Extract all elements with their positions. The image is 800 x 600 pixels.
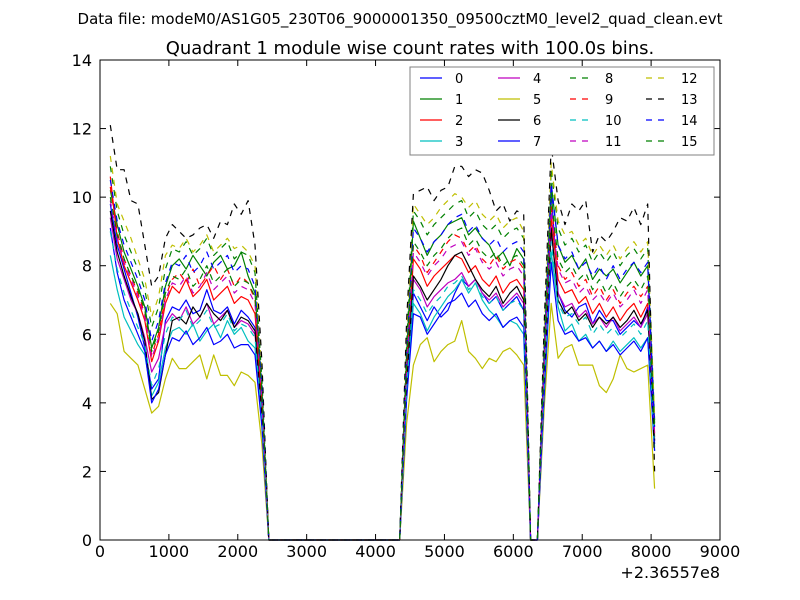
legend-label-0: 0 <box>455 72 463 87</box>
series-line-1 <box>109 182 656 541</box>
x-tick-label: 3000 <box>286 542 327 561</box>
x-tick-label: 9000 <box>700 542 741 561</box>
legend-label-7: 7 <box>533 135 541 150</box>
x-tick-label: 2000 <box>217 542 258 561</box>
legend-box <box>409 66 715 156</box>
series-line-2 <box>109 176 656 541</box>
legend-label-8: 8 <box>605 72 613 87</box>
plot-frame <box>99 59 721 541</box>
legend-label-5: 5 <box>533 93 541 108</box>
x-tick-label: 0 <box>95 542 105 561</box>
series-line-15 <box>109 196 656 541</box>
ticks-layer: 0 1000 2000 3000 4000 5000 6000 7000 8000 9000 0 2 4… <box>72 51 741 561</box>
x-tick-label: 6000 <box>493 542 534 561</box>
series-line-10 <box>109 231 656 541</box>
series-layer <box>109 125 656 541</box>
y-tick-label: 8 <box>82 257 92 276</box>
legend-label-14: 14 <box>681 114 698 129</box>
figure-suptitle: Data file: modeM0/AS1G05_230T06_90000013… <box>78 10 723 29</box>
legend-label-9: 9 <box>605 93 613 108</box>
legend-label-3: 3 <box>455 135 463 150</box>
legend-label-12: 12 <box>681 72 698 87</box>
chart-title: Quadrant 1 module wise count rates with … <box>166 38 655 59</box>
x-tick-label: 8000 <box>631 542 672 561</box>
series-line-4 <box>109 217 656 541</box>
y-tick-label: 2 <box>82 462 92 481</box>
x-tick-label: 7000 <box>562 542 603 561</box>
y-tick-label: 14 <box>72 51 92 70</box>
legend-label-15: 15 <box>681 135 698 150</box>
series-line-9 <box>109 186 656 541</box>
series-line-6 <box>109 210 656 541</box>
series-line-0 <box>109 189 656 541</box>
legend-label-1: 1 <box>455 93 463 108</box>
y-tick-label: 10 <box>72 188 92 207</box>
series-line-8 <box>109 166 656 541</box>
y-tick-label: 6 <box>82 325 92 344</box>
series-line-11 <box>109 200 656 541</box>
y-tick-label: 0 <box>82 531 92 550</box>
legend-label-4: 4 <box>533 72 541 87</box>
x-tick-label: 5000 <box>424 542 465 561</box>
legend-label-10: 10 <box>605 114 622 129</box>
series-line-5 <box>109 302 656 541</box>
y-tick-label: 4 <box>82 394 92 413</box>
legend-label-6: 6 <box>533 114 541 129</box>
legend-label-13: 13 <box>681 93 698 108</box>
x-offset-label: +2.36557e8 <box>620 563 720 582</box>
x-tick-label: 4000 <box>355 542 396 561</box>
x-tick-label: 1000 <box>149 542 190 561</box>
legend-label-11: 11 <box>605 135 622 150</box>
y-tick-label: 12 <box>72 120 92 139</box>
legend-label-2: 2 <box>455 114 463 129</box>
